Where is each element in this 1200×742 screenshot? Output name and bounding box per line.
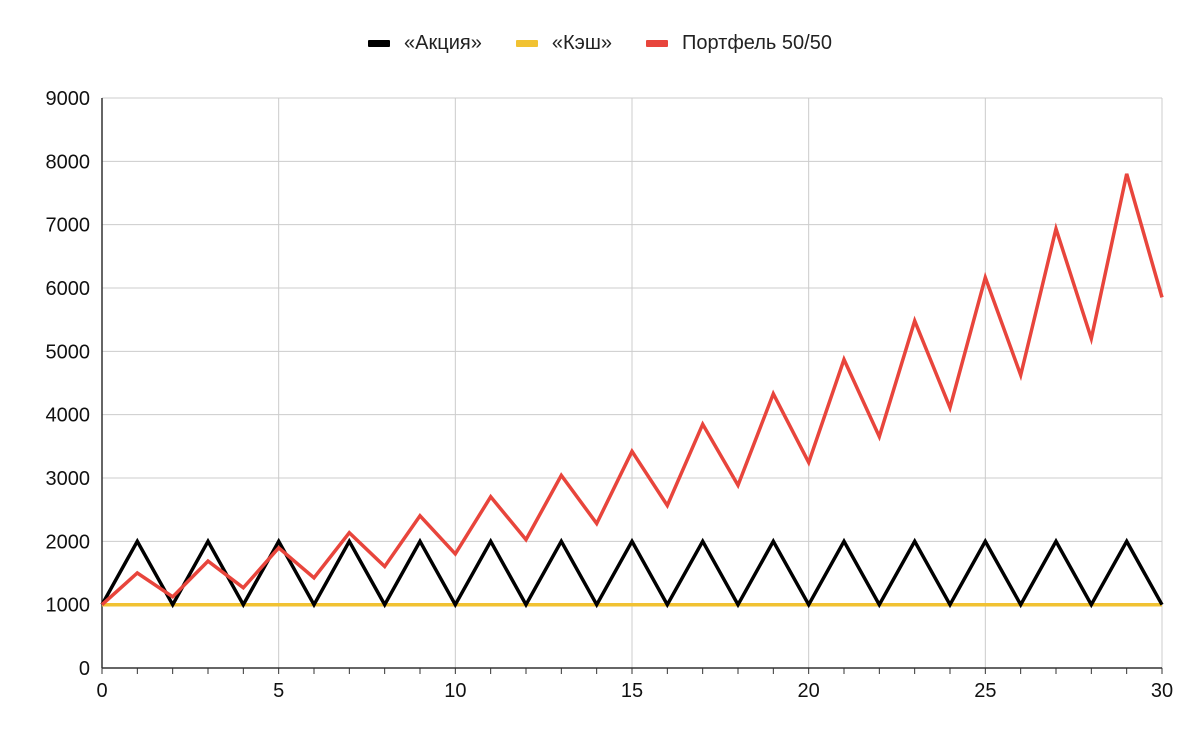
legend-swatch-portfolio [646, 40, 668, 47]
legend: «Акция» «Кэш» Портфель 50/50 [0, 32, 1200, 55]
legend-item-portfolio: Портфель 50/50 [646, 32, 832, 55]
x-tick-label: 5 [273, 680, 284, 702]
y-tick-label: 1000 [46, 595, 91, 617]
legend-label-cash: «Кэш» [551, 32, 612, 54]
y-tick-label: 5000 [46, 341, 91, 363]
x-tick-label: 20 [798, 680, 820, 702]
legend-label-portfolio: Портфель 50/50 [682, 32, 832, 54]
y-tick-label: 9000 [46, 88, 91, 110]
legend-swatch-stock [368, 40, 391, 47]
y-tick-label: 8000 [46, 151, 91, 173]
x-tick-label: 30 [1151, 680, 1173, 702]
x-tick-label: 0 [96, 680, 107, 702]
y-tick-label: 2000 [46, 531, 91, 553]
legend-swatch-cash [515, 40, 538, 47]
y-tick-label: 0 [79, 658, 90, 680]
legend-item-cash: «Кэш» [515, 32, 612, 55]
y-tick-label: 4000 [46, 405, 91, 427]
series-line-stock [100, 537, 1164, 609]
legend-label-stock: «Акция» [404, 32, 482, 54]
legend-item-stock: «Акция» [368, 32, 482, 55]
y-tick-label: 7000 [46, 215, 91, 237]
y-tick-label: 3000 [46, 468, 91, 490]
series-line-portfolio [100, 173, 1164, 607]
x-tick-label: 15 [621, 680, 643, 702]
y-tick-label: 6000 [46, 278, 91, 300]
x-tick-label: 10 [444, 680, 466, 702]
x-tick-label: 25 [974, 680, 996, 702]
